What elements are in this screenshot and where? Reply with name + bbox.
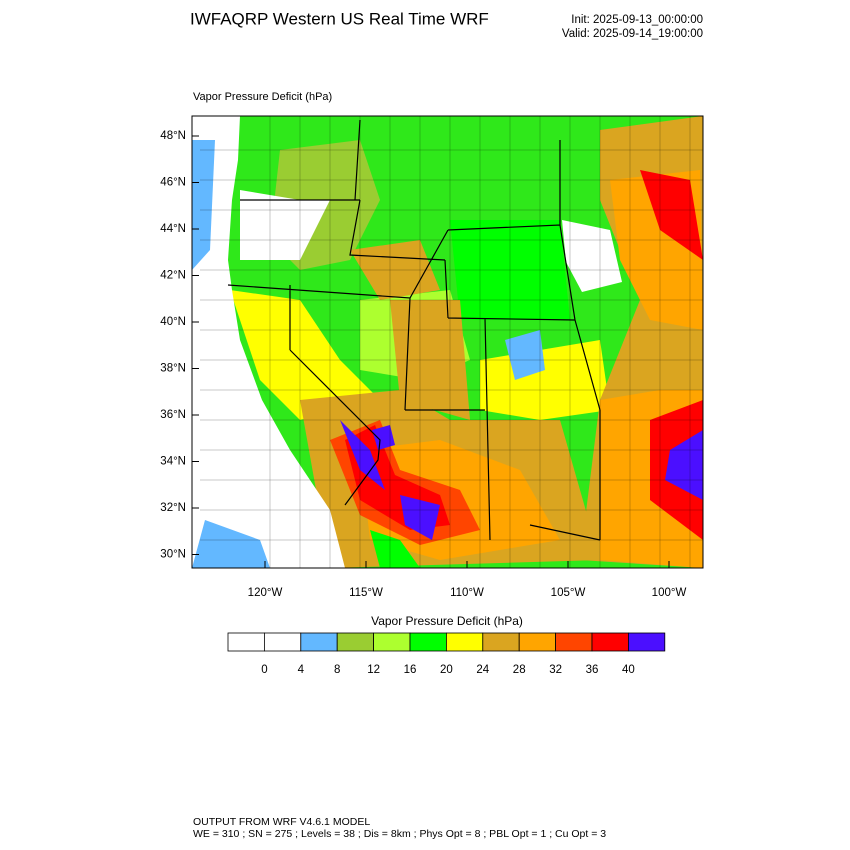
lat-tick-label: 38°N bbox=[160, 363, 186, 375]
colorbar-box bbox=[555, 632, 593, 652]
colorbar-label: 16 bbox=[404, 664, 417, 676]
colorbar-box bbox=[409, 632, 447, 652]
colorbar-box bbox=[263, 632, 302, 652]
colorbar-box bbox=[336, 632, 375, 652]
colorbar-box bbox=[482, 632, 520, 652]
colorbar-box bbox=[518, 632, 557, 652]
map-label: Vapor Pressure Deficit (hPa) bbox=[193, 91, 332, 103]
colorbar-label: 24 bbox=[476, 664, 489, 676]
colorbar-label: 0 bbox=[261, 664, 267, 676]
colorbar-label: 36 bbox=[586, 664, 599, 676]
lat-tick-label: 44°N bbox=[160, 223, 186, 235]
colorbar-label: 4 bbox=[298, 664, 305, 676]
colorbar: 0 4 8 12 16 20 24 28 32 36 40 bbox=[227, 632, 666, 676]
colorbar-box bbox=[445, 632, 484, 652]
init-time: Init: 2025-09-13_00:00:00 bbox=[571, 14, 703, 26]
lat-tick-label: 34°N bbox=[160, 456, 186, 468]
lat-tick-label: 32°N bbox=[160, 502, 186, 514]
colorbar-box bbox=[628, 632, 666, 652]
lon-tick-label: 110°W bbox=[450, 587, 484, 599]
colorbar-label: 12 bbox=[367, 664, 380, 676]
lat-tick-label: 46°N bbox=[160, 177, 186, 189]
footer-line: WE = 310 ; SN = 275 ; Levels = 38 ; Dis … bbox=[193, 828, 606, 840]
colorbar-box bbox=[373, 632, 411, 652]
lat-tick-label: 30°N bbox=[160, 549, 186, 561]
map bbox=[192, 116, 703, 568]
lat-tick-label: 40°N bbox=[160, 316, 186, 328]
lon-tick-label: 115°W bbox=[349, 587, 383, 599]
lat-tick-label: 48°N bbox=[160, 130, 186, 142]
tick-group: 48°N 46°N 44°N 42°N 40°N 38°N 36°N 34°N 32°N 30°N… bbox=[160, 130, 686, 599]
valid-time: Valid: 2025-09-14_19:00:00 bbox=[562, 28, 703, 40]
colorbar-box bbox=[227, 632, 265, 652]
colorbar-label: 20 bbox=[440, 664, 453, 676]
lon-tick-label: 120°W bbox=[248, 587, 283, 599]
footer-line: OUTPUT FROM WRF V4.6.1 MODEL bbox=[193, 816, 370, 828]
colorbar-box bbox=[300, 632, 338, 652]
colorbar-box bbox=[591, 632, 629, 652]
colorbar-label: 32 bbox=[549, 664, 562, 676]
colorbar-label: 28 bbox=[513, 664, 526, 676]
colorbar-label: 40 bbox=[622, 664, 635, 676]
lat-tick-label: 36°N bbox=[160, 409, 186, 421]
title: IWFAQRP Western US Real Time WRF bbox=[190, 9, 489, 28]
lon-tick-label: 100°W bbox=[652, 587, 687, 599]
colorbar-title: Vapor Pressure Deficit (hPa) bbox=[371, 614, 523, 628]
map-frame bbox=[191, 115, 704, 569]
lat-tick-label: 42°N bbox=[160, 270, 186, 282]
colorbar-label: 8 bbox=[334, 664, 340, 676]
lon-tick-label: 105°W bbox=[551, 587, 586, 599]
